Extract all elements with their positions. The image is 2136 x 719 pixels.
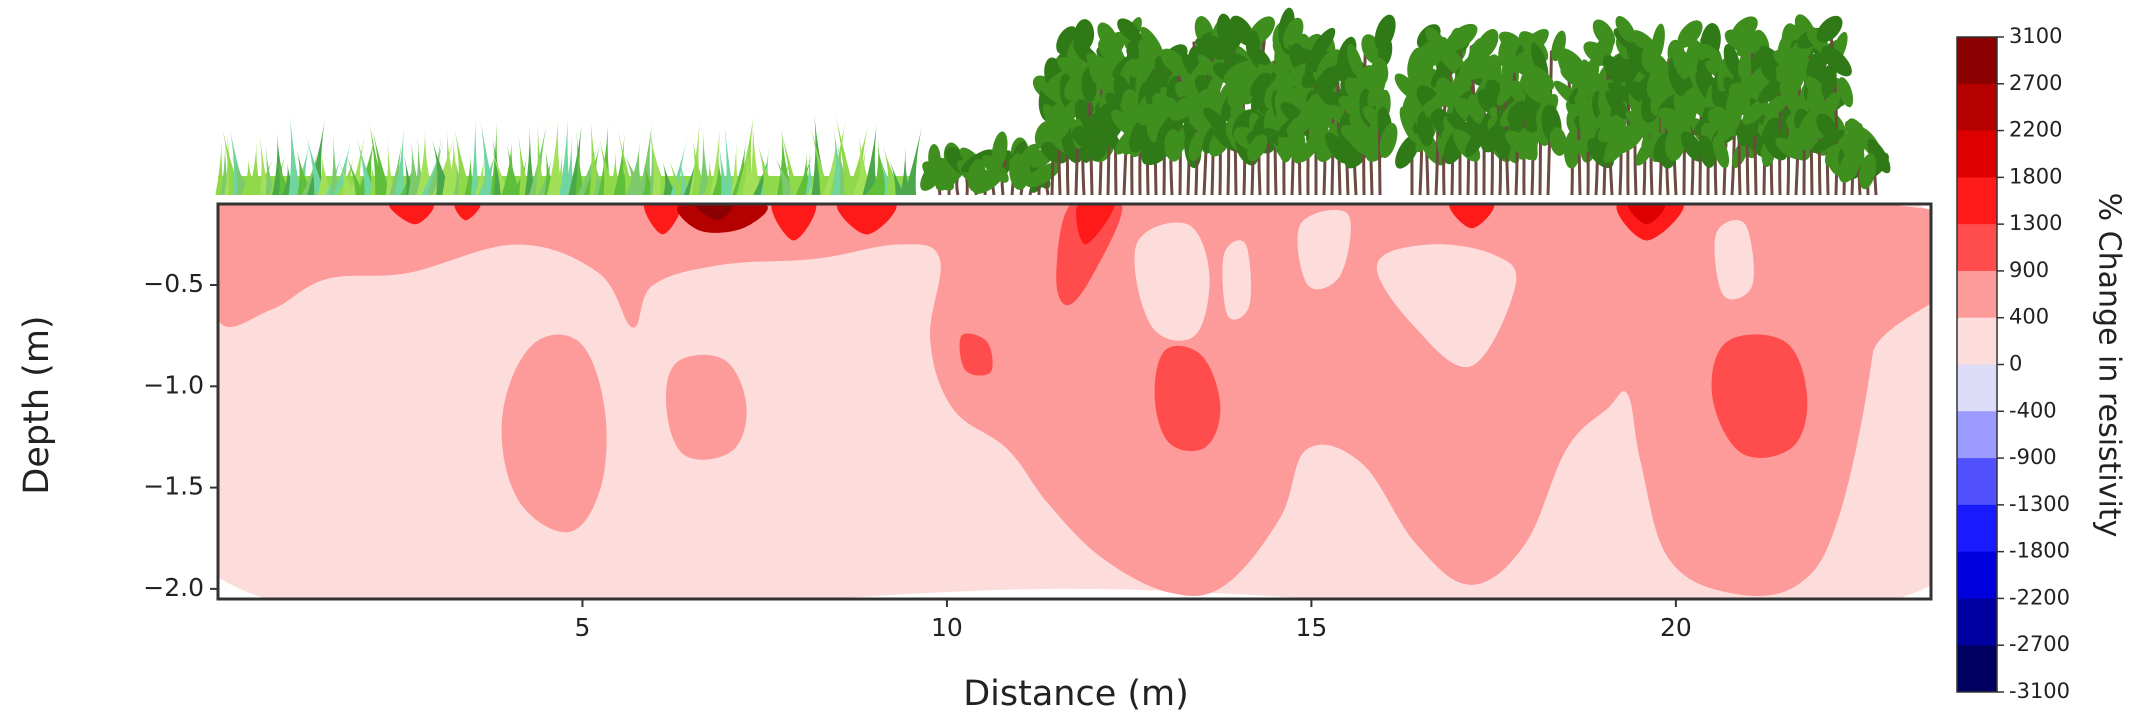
colorbar-band [1957,411,1997,458]
colorbar-title: % Change in resistivity [2092,193,2127,538]
colorbar-tick-label: -1300 [2009,492,2070,516]
chart: Distance (m) Depth (m) % Change in resis… [0,0,2136,719]
contour-region [1715,220,1754,299]
y-tick-label: −2.0 [143,573,204,602]
colorbar-band [1957,131,1997,178]
vegetation [215,6,1894,199]
contour-field [83,173,2035,619]
colorbar-tick-label: -400 [2009,398,2057,422]
colorbar-band [1957,318,1997,365]
contour-region [666,355,747,460]
colorbar-band [1957,505,1997,552]
colorbar-band [1957,271,1997,318]
colorbar-band [1957,598,1997,645]
colorbar-band [1957,458,1997,505]
grass-blade [471,112,479,195]
y-tick-label: −1.0 [143,370,204,399]
colorbar-tick-label: 2700 [2009,71,2062,95]
colorbar-band [1957,84,1997,131]
colorbar-band [1957,224,1997,271]
contour-region [1222,240,1251,319]
colorbar-band [1957,552,1997,599]
colorbar-band [1957,365,1997,412]
colorbar-band [1957,645,1997,692]
y-axis-title: Depth (m) [17,315,57,494]
x-tick-label: 10 [931,613,963,642]
colorbar-band [1957,37,1997,84]
colorbar-tick-label: 900 [2009,258,2049,282]
y-tick-label: −1.5 [143,472,204,501]
x-tick-label: 5 [575,613,591,642]
y-tick-label: −0.5 [143,269,204,298]
colorbar-tick-label: 400 [2009,305,2049,329]
colorbar-tick-label: -1800 [2009,539,2070,563]
colorbar-tick-label: -2700 [2009,632,2070,656]
x-axis-title: Distance (m) [963,674,1189,714]
colorbar-tick-label: 1300 [2009,211,2062,235]
colorbar-tick-label: 3100 [2009,24,2062,48]
colorbar-tick-label: 0 [2009,352,2022,376]
colorbar-tick-label: -3100 [2009,679,2070,703]
colorbar-tick-label: 2200 [2009,118,2062,142]
colorbar-band [1957,177,1997,224]
page: {"chart_data": { "type": "contour", "xla… [0,0,2136,719]
colorbar-tick-label: 1800 [2009,164,2062,188]
colorbar-tick-label: -900 [2009,445,2057,469]
colorbar-tick-label: -2200 [2009,585,2070,609]
x-tick-label: 20 [1660,613,1692,642]
x-tick-label: 15 [1295,613,1327,642]
